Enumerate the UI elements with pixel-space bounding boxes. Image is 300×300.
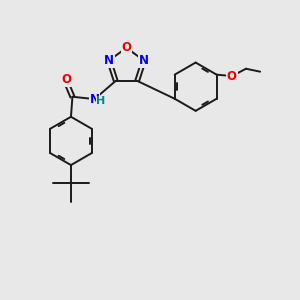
Text: O: O [122,41,131,54]
Text: O: O [61,74,71,86]
Text: N: N [89,93,100,106]
Text: H: H [96,97,106,106]
Text: O: O [227,70,237,83]
Text: N: N [104,54,114,67]
Text: N: N [139,54,149,67]
